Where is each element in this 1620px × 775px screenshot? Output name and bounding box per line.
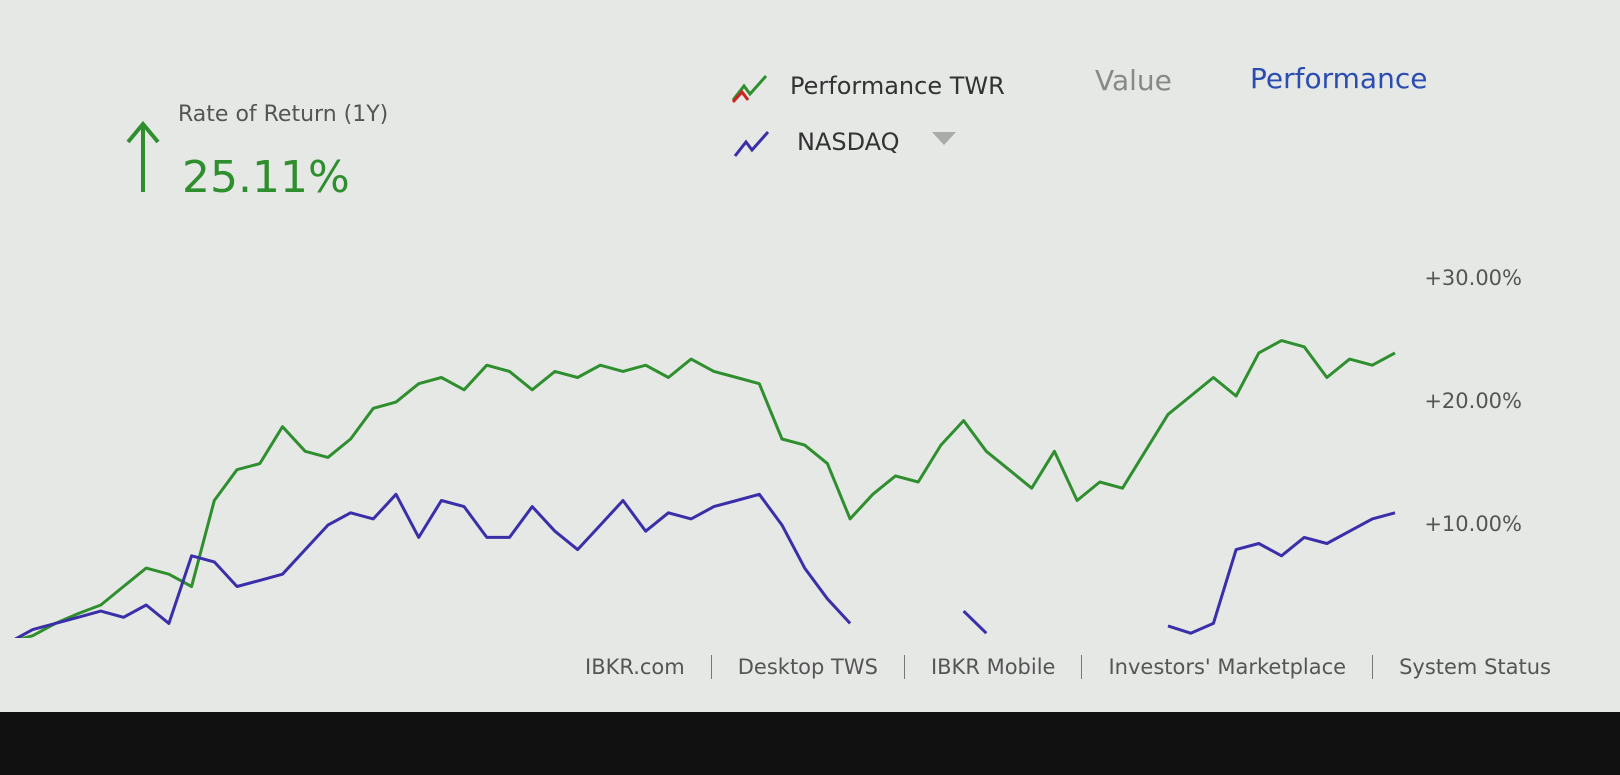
footer-link[interactable]: System Status [1372,655,1577,679]
footer-link[interactable]: IBKR.com [585,655,685,679]
y-tick-label: +20.00% [1424,389,1522,413]
legend-icon [731,75,768,104]
footer-link[interactable]: Investors' Marketplace [1081,655,1372,679]
legend-label[interactable]: Performance TWR [790,72,1005,100]
metric-value: 25.11% [182,152,350,203]
footer-link[interactable]: Desktop TWS [710,655,904,679]
tab[interactable]: Value [1095,64,1172,97]
series-line [18,339,1396,638]
series-line [14,492,1396,638]
chart: +10.00% +20.00% +30.00% [14,266,1522,638]
taskbar [0,712,1620,775]
y-tick-label: +30.00% [1424,266,1522,290]
legend-icon [733,131,770,157]
legend-label[interactable]: NASDAQ [797,128,900,156]
tab[interactable]: Performance [1250,62,1428,95]
footer: IBKR.com Desktop TWS IBKR Mobile Investors'… [585,655,1577,679]
up-arrow [126,120,160,192]
footer-link[interactable]: IBKR Mobile [903,655,1082,679]
y-tick-label: +10.00% [1424,512,1522,536]
metric-label: Rate of Return (1Y) [178,102,389,127]
dropdown-arrow[interactable] [932,132,956,146]
